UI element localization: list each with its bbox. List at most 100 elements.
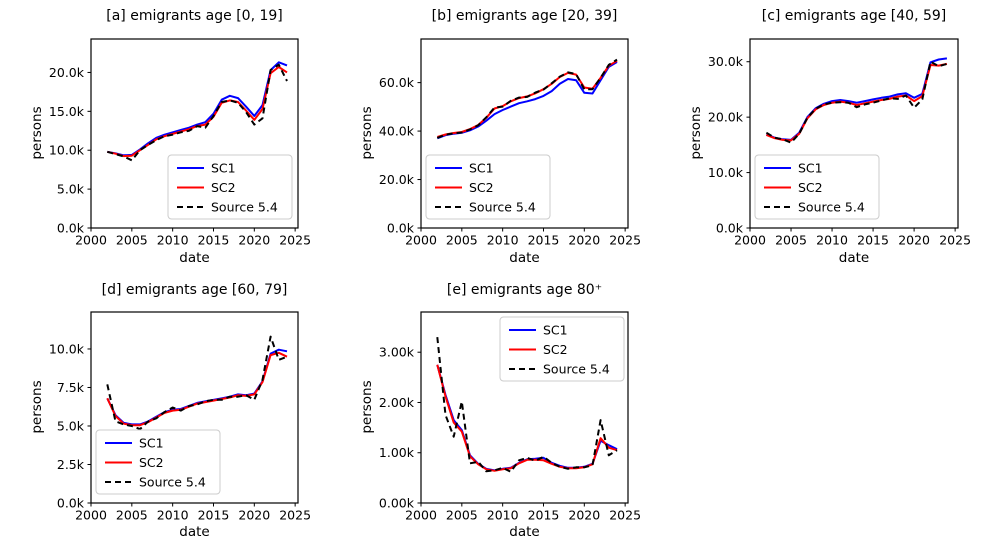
panel-c-yaxis-label: persons bbox=[688, 106, 704, 160]
x-tick-label: 2015 bbox=[528, 508, 560, 523]
axes-frame bbox=[90, 311, 299, 504]
y-tick-label: 40.0k bbox=[379, 124, 415, 139]
y-tick-label: 0.0k bbox=[57, 496, 85, 511]
legend-label: SC1 bbox=[139, 436, 164, 451]
x-tick-label: 2000 bbox=[734, 233, 766, 248]
x-tick-label: 2025 bbox=[279, 508, 311, 523]
y-tick-label: 60.0k bbox=[379, 75, 415, 90]
x-tick-label: 2010 bbox=[816, 233, 848, 248]
legend-label: Source 5.4 bbox=[139, 475, 206, 490]
x-tick-label: 2025 bbox=[939, 233, 971, 248]
panel-e-chart: 2000 2005 2010 2015 2020 2025 0.00k 1.00k 2.00k 3… bbox=[379, 311, 641, 523]
legend-label: SC2 bbox=[798, 180, 823, 195]
axes-frame bbox=[420, 38, 629, 229]
x-tick-label: 2005 bbox=[775, 233, 807, 248]
legend-box bbox=[754, 154, 880, 220]
panel-b-title: [b] emigrants age [20, 39] bbox=[431, 8, 618, 24]
panel-a-title: [a] emigrants age [0, 19] bbox=[106, 8, 283, 24]
y-tick-label: 0.0k bbox=[387, 221, 415, 236]
y-tick-label: 20.0k bbox=[708, 110, 744, 125]
panel-d-chart: 2000 2005 2010 2015 2020 2025 0.0k 2.5k 5.0k 7.5k… bbox=[49, 311, 311, 523]
panel-d-yaxis-label: persons bbox=[29, 380, 45, 434]
series-sc2-line bbox=[437, 59, 618, 138]
y-tick-label: 3.00k bbox=[379, 345, 415, 360]
panel-c-title: [c] emigrants age [40, 59] bbox=[761, 8, 947, 24]
x-tick-label: 2025 bbox=[609, 233, 641, 248]
legend-box bbox=[425, 154, 551, 220]
axes-frame bbox=[749, 38, 959, 229]
legend-label: SC2 bbox=[139, 455, 164, 470]
x-tick-label: 2020 bbox=[568, 508, 600, 523]
panel-b-yaxis-label: persons bbox=[359, 106, 375, 160]
x-tick-label: 2005 bbox=[446, 508, 478, 523]
x-tick-label: 2025 bbox=[609, 508, 641, 523]
series-source-5-4-line bbox=[107, 63, 288, 162]
legend-label: Source 5.4 bbox=[543, 362, 610, 377]
y-tick-label: 20.0k bbox=[379, 172, 415, 187]
x-tick-label: 2005 bbox=[446, 233, 478, 248]
y-tick-label: 0.00k bbox=[379, 496, 415, 511]
x-tick-label: 2000 bbox=[405, 233, 437, 248]
series-source-5-4-line bbox=[765, 60, 948, 144]
series-source-5-4-line bbox=[436, 336, 618, 473]
x-tick-label: 2020 bbox=[898, 233, 930, 248]
legend-label: SC1 bbox=[798, 161, 823, 176]
y-tick-label: 20.0k bbox=[49, 65, 85, 80]
y-tick-label: 10.0k bbox=[49, 143, 85, 158]
x-tick-label: 2020 bbox=[238, 233, 270, 248]
panel-a-chart: 2000 2005 2010 2015 2020 2025 0.0k 5.0k 10.0k 15.… bbox=[49, 38, 311, 248]
legend-label: SC2 bbox=[543, 342, 568, 357]
legend-label: Source 5.4 bbox=[211, 200, 278, 215]
y-tick-label: 0.0k bbox=[716, 221, 744, 236]
x-tick-label: 2000 bbox=[75, 233, 107, 248]
x-tick-label: 2020 bbox=[568, 233, 600, 248]
x-tick-label: 2000 bbox=[75, 508, 107, 523]
x-tick-label: 2015 bbox=[198, 508, 230, 523]
y-tick-label: 7.5k bbox=[57, 380, 85, 395]
y-tick-label: 2.5k bbox=[57, 457, 85, 472]
panel-b-xaxis-label: date bbox=[509, 250, 540, 266]
x-tick-label: 2015 bbox=[528, 233, 560, 248]
panel-a-xaxis-label: date bbox=[179, 250, 210, 266]
series-sc2-line bbox=[107, 66, 288, 158]
legend-label: SC1 bbox=[211, 161, 236, 176]
x-tick-label: 2015 bbox=[198, 233, 230, 248]
y-tick-label: 0.0k bbox=[57, 221, 85, 236]
x-tick-label: 2005 bbox=[116, 233, 148, 248]
y-tick-label: 5.0k bbox=[57, 182, 85, 197]
x-tick-label: 2020 bbox=[238, 508, 270, 523]
series-sc2-line bbox=[106, 351, 288, 427]
legend-label: SC2 bbox=[469, 180, 494, 195]
panel-e-yaxis-label: persons bbox=[359, 380, 375, 434]
axes-frame bbox=[420, 311, 629, 504]
panel-b-chart: 2000 2005 2010 2015 2020 2025 0.0k 20.0k 40.0k 60… bbox=[379, 38, 641, 248]
x-tick-label: 2010 bbox=[487, 233, 519, 248]
series-source-5-4-line bbox=[436, 58, 618, 139]
panel-d-title: [d] emigrants age [60, 79] bbox=[101, 282, 288, 298]
x-tick-label: 2000 bbox=[405, 508, 437, 523]
panel-e-title: [e] emigrants age 80⁺ bbox=[446, 282, 603, 298]
legend-label: Source 5.4 bbox=[798, 200, 865, 215]
legend-label: Source 5.4 bbox=[469, 200, 536, 215]
panel-c-xaxis-label: date bbox=[838, 250, 870, 266]
y-tick-label: 10.0k bbox=[49, 341, 85, 356]
legend-label: SC1 bbox=[469, 161, 494, 176]
x-tick-label: 2005 bbox=[116, 508, 148, 523]
y-tick-label: 1.00k bbox=[379, 445, 415, 460]
series-sc1-line bbox=[436, 61, 618, 140]
x-tick-label: 2010 bbox=[157, 508, 189, 523]
y-tick-label: 2.00k bbox=[379, 395, 415, 410]
panel-d-xaxis-label: date bbox=[179, 524, 210, 540]
y-tick-label: 30.0k bbox=[708, 54, 744, 69]
x-tick-label: 2015 bbox=[857, 233, 889, 248]
legend-label: SC1 bbox=[543, 323, 568, 338]
y-tick-label: 15.0k bbox=[49, 104, 85, 119]
x-tick-label: 2010 bbox=[487, 508, 519, 523]
axes-frame bbox=[90, 38, 299, 229]
panel-c-chart: 2000 2005 2010 2015 2020 2025 0.0k 10.0k 20.0k 30… bbox=[708, 38, 971, 248]
x-tick-label: 2010 bbox=[157, 233, 189, 248]
x-tick-label: 2025 bbox=[279, 233, 311, 248]
panel-e-xaxis-label: date bbox=[509, 524, 540, 540]
panel-a-yaxis-label: persons bbox=[29, 106, 45, 160]
